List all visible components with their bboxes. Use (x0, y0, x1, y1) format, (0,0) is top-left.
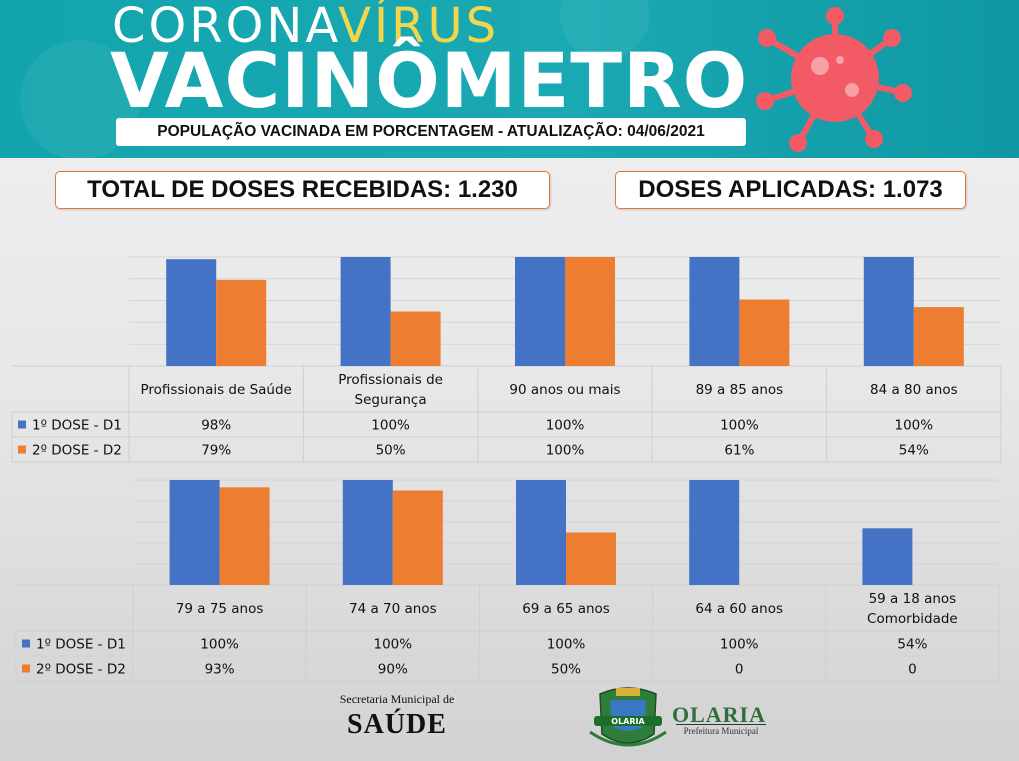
header-banner: CORONAVÍRUS VACINÔMETRO POPULAÇÃ (0, 0, 1019, 158)
legend-swatch (22, 664, 30, 673)
bar-dose2 (392, 490, 443, 585)
secretaria-label: Secretaria Municipal de (339, 692, 455, 706)
legend-swatch (18, 420, 26, 429)
data-label: 50% (551, 662, 581, 678)
data-label: 100% (546, 418, 585, 434)
data-label: 98% (201, 418, 231, 434)
data-label: 93% (205, 662, 235, 678)
data-label: 61% (724, 443, 754, 459)
olaria-coat-of-arms-icon: OLARIA (589, 687, 667, 747)
virus-icon (756, 7, 912, 152)
chart-top: Profissionais de Saúde 98% 79% Profissionai… (11, 256, 1002, 463)
data-label: 0 (735, 662, 744, 678)
category-label: 59 a 18 anos (869, 591, 957, 607)
legend-label: 1º DOSE - D1 (36, 637, 126, 653)
data-label: 100% (547, 637, 586, 653)
bar-dose1 (689, 480, 740, 585)
data-label: 90% (378, 662, 408, 678)
category-label: 90 anos ou mais (509, 382, 620, 398)
bar-dose1 (166, 259, 217, 366)
data-label: 54% (897, 637, 927, 653)
data-label: 100% (200, 637, 239, 653)
category-label: 64 a 60 anos (695, 601, 783, 617)
bar-dose1 (340, 257, 391, 366)
data-label: 0 (908, 662, 917, 678)
data-label: 79% (201, 443, 231, 459)
data-label: 100% (371, 418, 410, 434)
data-label: 54% (899, 443, 929, 459)
data-label: 100% (373, 637, 412, 653)
chart-bottom: 79 a 75 anos 100% 93% 74 a 70 anos 100% 90% 69… (15, 479, 1000, 682)
bar-dose1 (169, 480, 220, 585)
data-label: 100% (720, 418, 759, 434)
data-label: 100% (546, 443, 585, 459)
bar-dose2 (739, 299, 790, 366)
bar-dose1 (515, 257, 565, 366)
bar-dose2 (390, 311, 441, 366)
category-label: 79 a 75 anos (176, 601, 264, 617)
category-label: 84 a 80 anos (870, 382, 958, 398)
data-label: 100% (720, 637, 759, 653)
category-label: Segurança (355, 392, 427, 408)
bar-dose2 (216, 279, 267, 366)
legend-swatch (22, 639, 30, 648)
title-corona-virus: CORONAVÍRUS (112, 0, 500, 54)
title-vacinometro: VACINÔMETRO (110, 36, 749, 125)
bar-dose1 (342, 480, 393, 585)
logo-badge-text: OLARIA (611, 717, 645, 726)
bar-dose1 (516, 480, 566, 585)
category-label: 89 a 85 anos (696, 382, 784, 398)
bar-dose2 (565, 257, 615, 366)
data-label: 100% (894, 418, 933, 434)
bar-dose1 (689, 257, 740, 366)
bar-dose1 (862, 528, 913, 585)
prefeitura-label: Prefeitura Municipal (676, 724, 766, 736)
olaria-name: OLARIA (672, 702, 767, 727)
doses-applied: DOSES APLICADAS: 1.073 (615, 171, 966, 209)
data-label: 50% (376, 443, 406, 459)
category-label: 74 a 70 anos (349, 601, 437, 617)
subtitle: POPULAÇÃO VACINADA EM PORCENTAGEM - ATUA… (116, 118, 746, 146)
category-label: Profissionais de (338, 372, 443, 388)
legend-label: 2º DOSE - D2 (32, 443, 122, 459)
secretaria-saude: SAÚDE (347, 709, 447, 740)
category-label: 69 a 65 anos (522, 601, 610, 617)
bar-dose2 (913, 307, 964, 366)
legend-label: 2º DOSE - D2 (36, 662, 126, 678)
total-doses-received: TOTAL DE DOSES RECEBIDAS: 1.230 (55, 171, 550, 209)
bar-dose2 (219, 487, 270, 585)
category-label: Comorbidade (867, 611, 958, 627)
bar-dose2 (566, 532, 616, 585)
footer-secretaria: Secretaria Municipal de SAÚDE (322, 692, 472, 741)
legend-swatch (18, 445, 26, 454)
category-label: Profissionais de Saúde (141, 382, 292, 398)
bar-dose1 (863, 257, 914, 366)
legend-label: 1º DOSE - D1 (32, 418, 122, 434)
